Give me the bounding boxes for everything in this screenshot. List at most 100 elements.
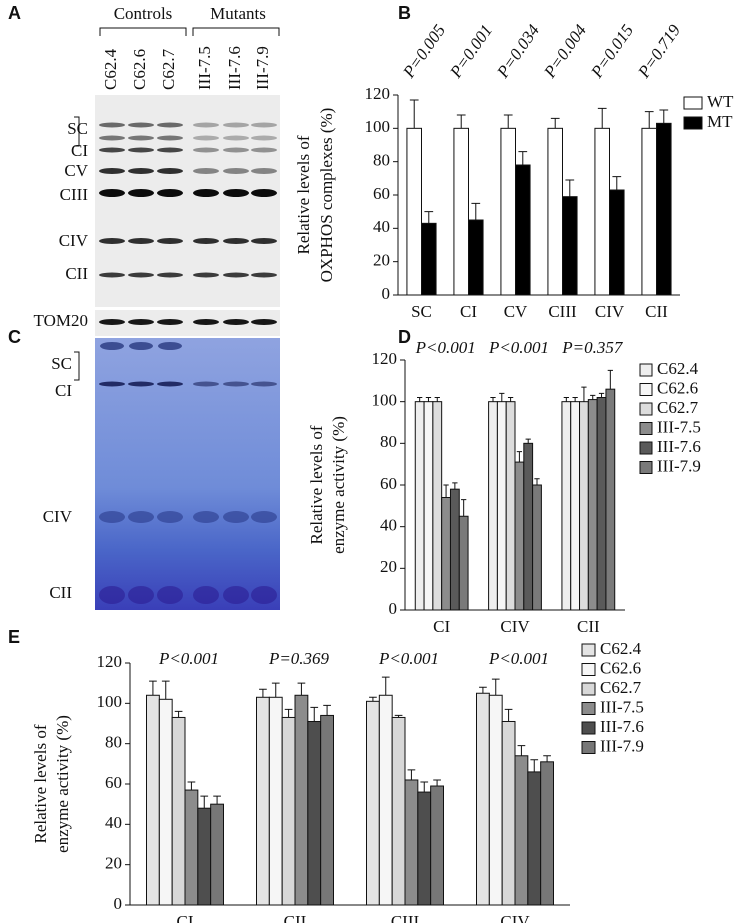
bar [476, 692, 490, 906]
legend-swatch [581, 741, 596, 754]
y-tick-label: 0 [382, 284, 391, 303]
gel-band [223, 586, 249, 604]
error-bar [284, 708, 293, 718]
bar [587, 399, 598, 611]
gel-band [99, 189, 125, 197]
brace [74, 116, 80, 147]
bar [458, 515, 469, 611]
error-bar [417, 397, 423, 402]
y-tick-label: 80 [373, 151, 390, 170]
error-bar [461, 499, 467, 517]
legend-label: III-7.6 [600, 717, 644, 736]
y-tick-label: 100 [97, 692, 123, 711]
gel-band [193, 168, 219, 174]
p-value: P<0.001 [378, 649, 439, 668]
y-tick-label: 120 [372, 349, 398, 368]
bar [256, 696, 270, 906]
gel-band [223, 381, 249, 387]
error-bar [456, 114, 466, 129]
p-value: P=0.004 [540, 21, 591, 82]
legend-swatch [683, 96, 703, 110]
error-bar [443, 484, 449, 498]
y-axis-label: enzyme activity (%) [53, 715, 72, 853]
bar [605, 388, 616, 611]
bar [547, 127, 563, 296]
error-bar [491, 678, 500, 696]
gel-band [99, 238, 125, 244]
p-value: P<0.001 [415, 338, 476, 357]
gel-band [158, 342, 182, 350]
row-label: CIV [59, 231, 89, 250]
y-tick-label: 120 [365, 84, 391, 103]
error-bar [597, 107, 607, 129]
p-value: P=0.369 [268, 649, 330, 668]
error-bar [517, 745, 526, 756]
error-bar [530, 759, 539, 772]
bar [496, 401, 507, 611]
p-value: P=0.719 [634, 21, 685, 82]
gel-band [128, 168, 154, 174]
gel-band [193, 511, 219, 523]
y-axis-label: Relative levels of [294, 135, 313, 254]
error-bar [659, 109, 669, 124]
y-axis-label: OXPHOS complexes (%) [317, 108, 336, 283]
bar [453, 127, 469, 296]
error-bar [534, 478, 540, 485]
error-bar [516, 451, 523, 463]
gel-band [128, 319, 154, 325]
error-bar [433, 779, 441, 787]
error-bar [504, 708, 513, 722]
gel-band [223, 122, 249, 128]
error-bar [490, 397, 496, 402]
bar [468, 219, 484, 296]
bar [514, 755, 529, 906]
y-axis-label: Relative levels of [307, 425, 326, 544]
gel-band [193, 319, 219, 325]
x-tick-label: CIII [548, 302, 577, 321]
bar [414, 401, 425, 611]
gel-band [193, 189, 219, 197]
gel-band [128, 189, 154, 197]
error-bar [149, 680, 157, 696]
error-bar [581, 386, 587, 402]
error-bar [550, 117, 560, 129]
gel-band [193, 135, 219, 141]
gel-band [223, 135, 249, 141]
gel-band [128, 135, 154, 141]
bar [500, 127, 516, 296]
x-tick-label: SC [411, 302, 432, 321]
gel-band [99, 135, 125, 141]
x-tick-label: CIII [391, 912, 420, 923]
error-bar [612, 176, 622, 190]
p-value: P<0.001 [488, 649, 549, 668]
panel-letter: A [8, 3, 21, 23]
p-value: P<0.001 [158, 649, 219, 668]
legend-label: III-7.5 [657, 417, 701, 436]
p-value: P=0.034 [493, 21, 544, 82]
bar [158, 698, 173, 906]
gel-band [157, 168, 183, 174]
gel-band [157, 147, 183, 153]
gel-band [193, 147, 219, 153]
error-bar [525, 438, 531, 444]
gel-c [95, 338, 280, 610]
legend-swatch [581, 682, 596, 696]
gel-band [128, 381, 154, 387]
legend-swatch [581, 702, 596, 715]
legend-label: C62.6 [600, 658, 641, 677]
legend-swatch [639, 461, 653, 474]
legend-label: C62.4 [600, 639, 642, 658]
legend-swatch [639, 422, 653, 435]
error-bar [271, 682, 280, 698]
legend-label: C62.6 [657, 378, 698, 397]
bar [171, 716, 186, 906]
bar [488, 694, 503, 906]
legend-swatch [581, 643, 596, 657]
x-tick-label: CI [433, 617, 450, 636]
gel-band [193, 122, 219, 128]
legend-swatch [581, 663, 596, 676]
p-value: P=0.001 [446, 21, 497, 82]
bar [515, 164, 531, 296]
error-bar [644, 111, 654, 129]
bar [609, 189, 625, 296]
